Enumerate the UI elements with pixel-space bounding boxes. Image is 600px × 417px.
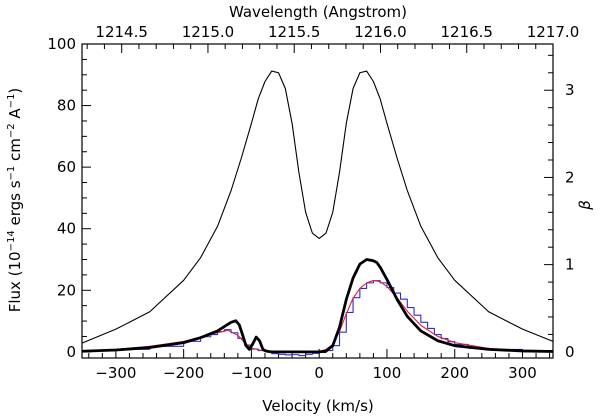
x-tick-label: 100 — [373, 364, 402, 382]
x-tick-label: 300 — [508, 364, 537, 382]
y-axis-title-mid3: A — [6, 108, 24, 124]
x-axis-title: Velocity (km/s) — [262, 397, 373, 415]
x-tick-label: −100 — [231, 364, 272, 382]
y-tick-label: 100 — [47, 35, 76, 53]
x2-axis-title: Wavelength (Angstrom) — [229, 3, 407, 21]
series-line — [82, 280, 554, 357]
x2-tick-label: 1216.0 — [354, 23, 407, 41]
x2-tick-label: 1215.0 — [182, 23, 235, 41]
x-tick-label: 0 — [314, 364, 324, 382]
series-line — [81, 258, 554, 354]
y-tick-label: 20 — [57, 281, 76, 299]
y-axis-title-pre: Flux (10 — [6, 251, 24, 312]
x2-tick-label: 1215.5 — [268, 23, 321, 41]
tick-marks — [82, 43, 554, 358]
series-line — [81, 70, 554, 344]
x-tick-label: −200 — [163, 364, 204, 382]
y-axis-title-exp1: −14 — [6, 230, 17, 251]
x2-tick-label: 1216.5 — [440, 23, 493, 41]
data-series — [81, 70, 554, 357]
y-axis-title: Flux (10−14 ergs s−1 cm−2 A−1) — [6, 88, 24, 313]
y2-tick-label: 1 — [565, 256, 575, 274]
y-tick-label: 80 — [57, 97, 76, 115]
y-tick-label: 0 — [66, 343, 76, 361]
plot-frame — [81, 43, 554, 359]
x2-tick-label: 1217.0 — [527, 23, 580, 41]
y-axis-title-mid2: cm — [6, 138, 24, 166]
series-line — [81, 279, 554, 353]
x-tick-label: 200 — [440, 364, 469, 382]
x2-tick-label: 1214.5 — [95, 23, 148, 41]
y-tick-label: 40 — [57, 220, 76, 238]
y-axis-title-exp3: −2 — [6, 123, 17, 138]
y2-axis-title: β — [576, 200, 594, 211]
y-axis-title-mid1: ergs s — [6, 180, 24, 230]
y2-tick-label: 3 — [565, 81, 575, 99]
y-axis-title-exp2: −1 — [6, 166, 17, 181]
y2-tick-label: 2 — [565, 168, 575, 186]
x-tick-label: −300 — [95, 364, 136, 382]
y-tick-label: 60 — [57, 158, 76, 176]
y-axis-title-post: ) — [6, 88, 24, 94]
y2-tick-label: 0 — [565, 343, 575, 361]
y-axis-title-exp4: −1 — [6, 94, 17, 109]
